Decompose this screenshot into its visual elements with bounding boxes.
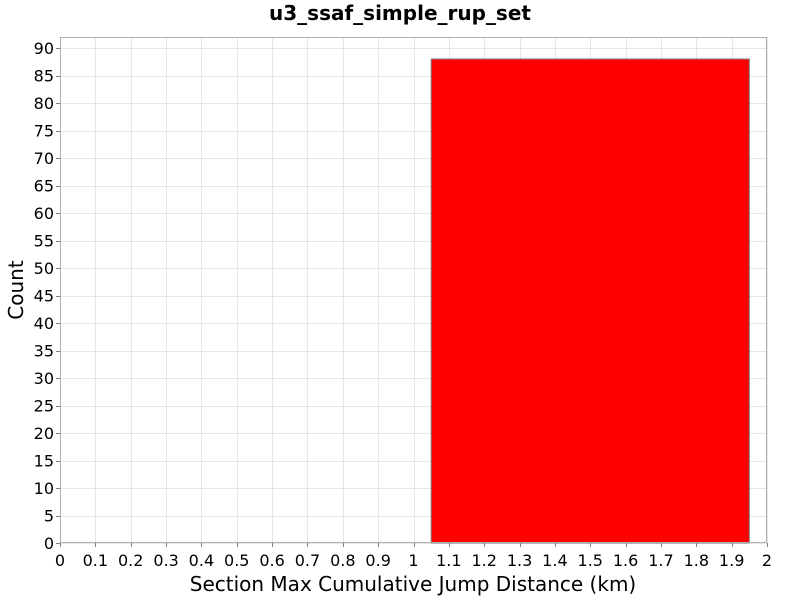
x-tick-label: 1.7 (648, 551, 673, 570)
x-tick-label: 0.4 (189, 551, 214, 570)
x-tick-label: 0.5 (224, 551, 249, 570)
y-tick-label: 90 (34, 39, 54, 58)
x-tick-label: 0.1 (83, 551, 108, 570)
x-axis-ticks: 0 0.1 0.2 0.3 0.4 0.5 0.6 0.7 0.8 0.9 1 1.1 1.2 1.3 1.… (55, 543, 772, 570)
y-tick-label: 40 (34, 314, 54, 333)
y-tick-label: 55 (34, 232, 54, 251)
y-tick-label: 80 (34, 94, 54, 113)
y-axis-ticks: 0 5 10 15 20 25 30 35 40 45 50 55 60 65 70 75 80 85 90 (34, 39, 60, 553)
plot-border (60, 37, 767, 543)
y-tick-label: 20 (34, 424, 54, 443)
x-tick-label: 1.3 (507, 551, 532, 570)
y-tick-label: 10 (34, 479, 54, 498)
x-tick-label: 1.4 (542, 551, 567, 570)
x-tick-label: 1.9 (719, 551, 744, 570)
y-tick-label: 75 (34, 122, 54, 141)
x-tick-label: 1.2 (471, 551, 496, 570)
y-tick-label: 60 (34, 204, 54, 223)
x-tick-label: 0.3 (153, 551, 178, 570)
x-tick-label: 0.7 (295, 551, 320, 570)
y-tick-label: 0 (44, 534, 54, 553)
y-tick-label: 30 (34, 369, 54, 388)
y-tick-label: 85 (34, 67, 54, 86)
y-tick-label: 65 (34, 177, 54, 196)
x-axis-label: Section Max Cumulative Jump Distance (km… (190, 572, 636, 596)
y-tick-label: 5 (44, 507, 54, 526)
x-tick-label: 0.6 (259, 551, 284, 570)
x-tick-label: 1.1 (436, 551, 461, 570)
x-tick-label: 0.8 (330, 551, 355, 570)
y-tick-label: 70 (34, 149, 54, 168)
histogram-bar (430, 58, 750, 544)
y-axis-label: Count (4, 260, 28, 320)
x-tick-label: 0.2 (118, 551, 143, 570)
y-tick-label: 35 (34, 342, 54, 361)
y-tick-label: 25 (34, 397, 54, 416)
y-tick-label: 50 (34, 259, 54, 278)
y-tick-label: 45 (34, 287, 54, 306)
x-tick-label: 1.6 (613, 551, 638, 570)
bars-group (430, 58, 750, 544)
x-tick-label: 0 (55, 551, 65, 570)
x-tick-label: 1.8 (684, 551, 709, 570)
x-tick-label: 2 (762, 551, 772, 570)
x-tick-label: 1 (408, 551, 418, 570)
chart-title: u3_ssaf_simple_rup_set (269, 1, 531, 25)
x-tick-label: 0.9 (365, 551, 390, 570)
x-tick-label: 1.5 (578, 551, 603, 570)
y-tick-label: 15 (34, 452, 54, 471)
